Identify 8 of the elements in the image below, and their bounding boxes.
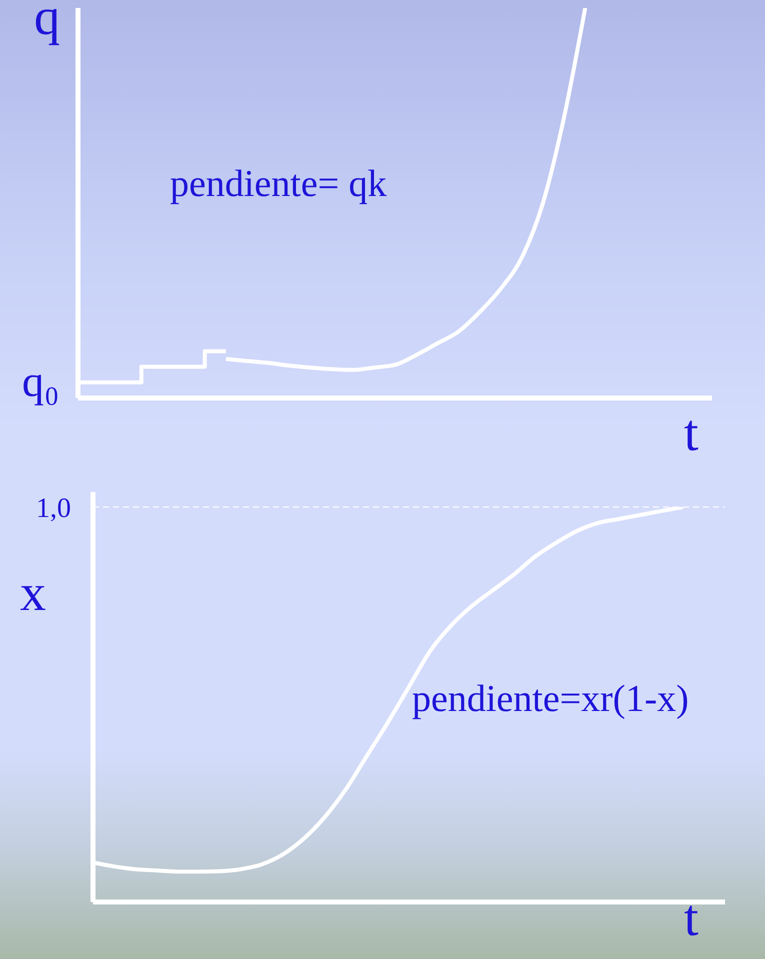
y-axis-title: q: [34, 0, 60, 46]
annotation: pendiente=xr(1-x): [412, 678, 689, 720]
annotation: pendiente= qk: [170, 163, 387, 205]
x-axis-title: t: [684, 890, 698, 947]
y-axis-title: x: [20, 565, 46, 622]
ref-line-label: 1,0: [36, 492, 71, 524]
text: q₀: [22, 357, 60, 406]
x-axis-title: t: [684, 405, 698, 462]
